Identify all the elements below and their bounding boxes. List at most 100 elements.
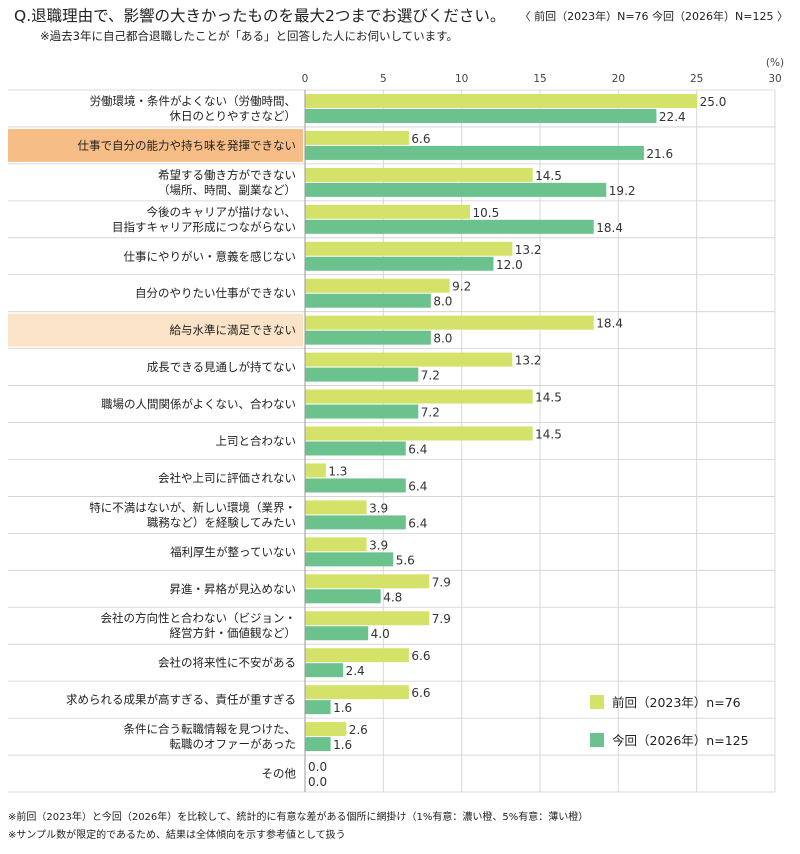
category-label-3-1: 目指すキャリア形成につながらない xyxy=(112,220,296,234)
value-label-s1-4: 12.0 xyxy=(496,258,523,272)
legend-swatch-1 xyxy=(590,733,604,747)
category-label-17-0: 条件に合う転職情報を見つけた、 xyxy=(124,722,297,736)
category-label-6-0: 給与水準に満足できない xyxy=(170,323,297,337)
category-label-18-0: その他 xyxy=(262,767,297,781)
category-label-14-0: 会社の方向性と合わない（ビジョン・ xyxy=(101,611,297,625)
bar-s1-0 xyxy=(305,108,657,123)
category-label-17-1: 転職のオファーがあった xyxy=(170,737,297,751)
value-label-s1-12: 5.6 xyxy=(396,553,415,567)
subtitle: ※過去3年に自己都合退職したことが「ある」と回答した人にお伺いしています。 xyxy=(40,29,458,43)
value-label-s0-17: 2.6 xyxy=(349,723,368,737)
category-label-11-0: 特に不満はないが、新しい環境（業界・ xyxy=(89,500,296,514)
value-label-s0-10: 1.3 xyxy=(328,464,347,478)
category-label-8-0: 職場の人間関係がよくない、合わない xyxy=(101,397,296,411)
value-label-s0-15: 6.6 xyxy=(411,649,430,663)
bar-s1-13 xyxy=(305,589,381,604)
bar-s1-3 xyxy=(305,219,594,234)
value-label-s1-17: 1.6 xyxy=(333,738,352,752)
bar-s0-5 xyxy=(305,278,450,293)
category-label-9-0: 上司と合わない xyxy=(216,434,297,448)
bar-s0-0 xyxy=(305,93,698,108)
value-label-s0-1: 6.6 xyxy=(411,132,430,146)
x-tick-label-2: 10 xyxy=(455,73,468,85)
bar-s1-1 xyxy=(305,145,644,160)
bar-s0-8 xyxy=(305,389,533,404)
x-tick-label-3: 15 xyxy=(533,73,546,85)
category-label-15-0: 会社の将来性に不安がある xyxy=(158,656,296,670)
value-label-s0-6: 18.4 xyxy=(596,317,623,331)
bar-s0-11 xyxy=(305,500,367,515)
value-label-s1-8: 7.2 xyxy=(421,406,440,420)
legend-swatch-0 xyxy=(590,695,604,709)
category-label-1-0: 仕事で自分の能力や持ち味を発揮できない xyxy=(78,138,297,152)
category-label-12-0: 福利厚生が整っていない xyxy=(170,545,296,559)
legend-label-0: 前回（2023年）n=76 xyxy=(612,695,741,710)
bar-s1-9 xyxy=(305,441,406,456)
category-label-3-0: 今後のキャリアが描けない、 xyxy=(147,205,297,219)
value-label-s1-18: 0.0 xyxy=(308,775,327,789)
bar-s1-14 xyxy=(305,626,369,641)
value-label-s1-15: 2.4 xyxy=(346,664,365,678)
bar-s0-10 xyxy=(305,463,326,478)
bar-s1-16 xyxy=(305,700,331,715)
category-label-7-0: 成長できる見通しが持てない xyxy=(147,360,296,374)
unit-label: (%) xyxy=(766,57,784,69)
value-label-s0-7: 13.2 xyxy=(515,354,542,368)
page-title: Q.退職理由で、影響の大きかったものを最大2つまでお選びください。 xyxy=(14,7,506,25)
value-label-s1-6: 8.0 xyxy=(433,332,452,346)
category-label-14-1: 経営方針・価値観など） xyxy=(170,626,297,640)
bar-s0-13 xyxy=(305,574,430,589)
bar-s1-11 xyxy=(305,515,406,530)
footnote-2: ※サンプル数が限定的であるため、結果は全体傾向を示す参考値として扱う xyxy=(8,830,346,841)
bar-s0-14 xyxy=(305,611,430,626)
bar-s1-17 xyxy=(305,737,331,752)
x-tick-label-4: 20 xyxy=(612,73,625,85)
value-label-s0-12: 3.9 xyxy=(369,538,388,552)
bar-s0-17 xyxy=(305,722,347,737)
value-label-s1-2: 19.2 xyxy=(609,184,636,198)
value-label-s1-5: 8.0 xyxy=(433,295,452,309)
bar-s0-6 xyxy=(305,315,594,330)
value-label-s1-0: 22.4 xyxy=(659,110,686,124)
x-tick-label-0: 0 xyxy=(302,73,309,85)
category-label-0-0: 労働環境・条件がよくない（労働時間、 xyxy=(90,94,296,108)
value-label-s0-11: 3.9 xyxy=(369,501,388,515)
bar-s1-8 xyxy=(305,404,419,419)
value-label-s0-13: 7.9 xyxy=(432,575,451,589)
bar-s1-15 xyxy=(305,663,344,678)
value-label-s1-14: 4.0 xyxy=(371,627,390,641)
value-label-s0-18: 0.0 xyxy=(308,760,327,774)
value-label-s0-14: 7.9 xyxy=(432,612,451,626)
value-label-s1-10: 6.4 xyxy=(408,479,427,493)
value-label-s1-9: 6.4 xyxy=(408,443,427,457)
bar-s0-15 xyxy=(305,648,409,663)
value-label-s0-5: 9.2 xyxy=(452,280,471,294)
value-label-s1-7: 7.2 xyxy=(421,369,440,383)
value-label-s0-16: 6.6 xyxy=(411,686,430,700)
bar-s1-6 xyxy=(305,330,431,345)
sample-size-note: 〈 前回（2023年）N=76 今回（2026年）N=125 〉 xyxy=(519,10,788,23)
x-tick-label-5: 25 xyxy=(690,73,703,85)
bar-s0-7 xyxy=(305,352,513,367)
category-label-16-0: 求められる成果が高すぎる、責任が重すぎる xyxy=(66,693,296,707)
value-label-s1-11: 6.4 xyxy=(408,516,427,530)
x-tick-label-6: 30 xyxy=(768,73,781,85)
bar-s0-4 xyxy=(305,241,513,256)
category-label-0-1: 休日のとりやすさなど） xyxy=(170,109,297,123)
category-label-2-1: （場所、時間、副業など） xyxy=(158,183,296,197)
bar-s0-2 xyxy=(305,167,533,182)
bar-s0-16 xyxy=(305,685,409,700)
value-label-s1-3: 18.4 xyxy=(596,221,623,235)
bar-s0-9 xyxy=(305,426,533,441)
footnote-1: ※前回（2023年）と今回（2026年）を比較して、統計的に有意な差がある個所に… xyxy=(8,812,589,823)
category-label-13-0: 昇進・昇格が見込めない xyxy=(170,582,297,596)
value-label-s1-13: 4.8 xyxy=(383,590,402,604)
bar-s1-5 xyxy=(305,293,431,308)
bar-s0-12 xyxy=(305,537,367,552)
value-label-s1-16: 1.6 xyxy=(333,701,352,715)
category-label-10-0: 会社や上司に評価されない xyxy=(158,471,296,485)
bar-s0-1 xyxy=(305,130,409,145)
category-label-4-0: 仕事にやりがい・意義を感じない xyxy=(124,249,297,263)
bar-s1-12 xyxy=(305,552,394,567)
